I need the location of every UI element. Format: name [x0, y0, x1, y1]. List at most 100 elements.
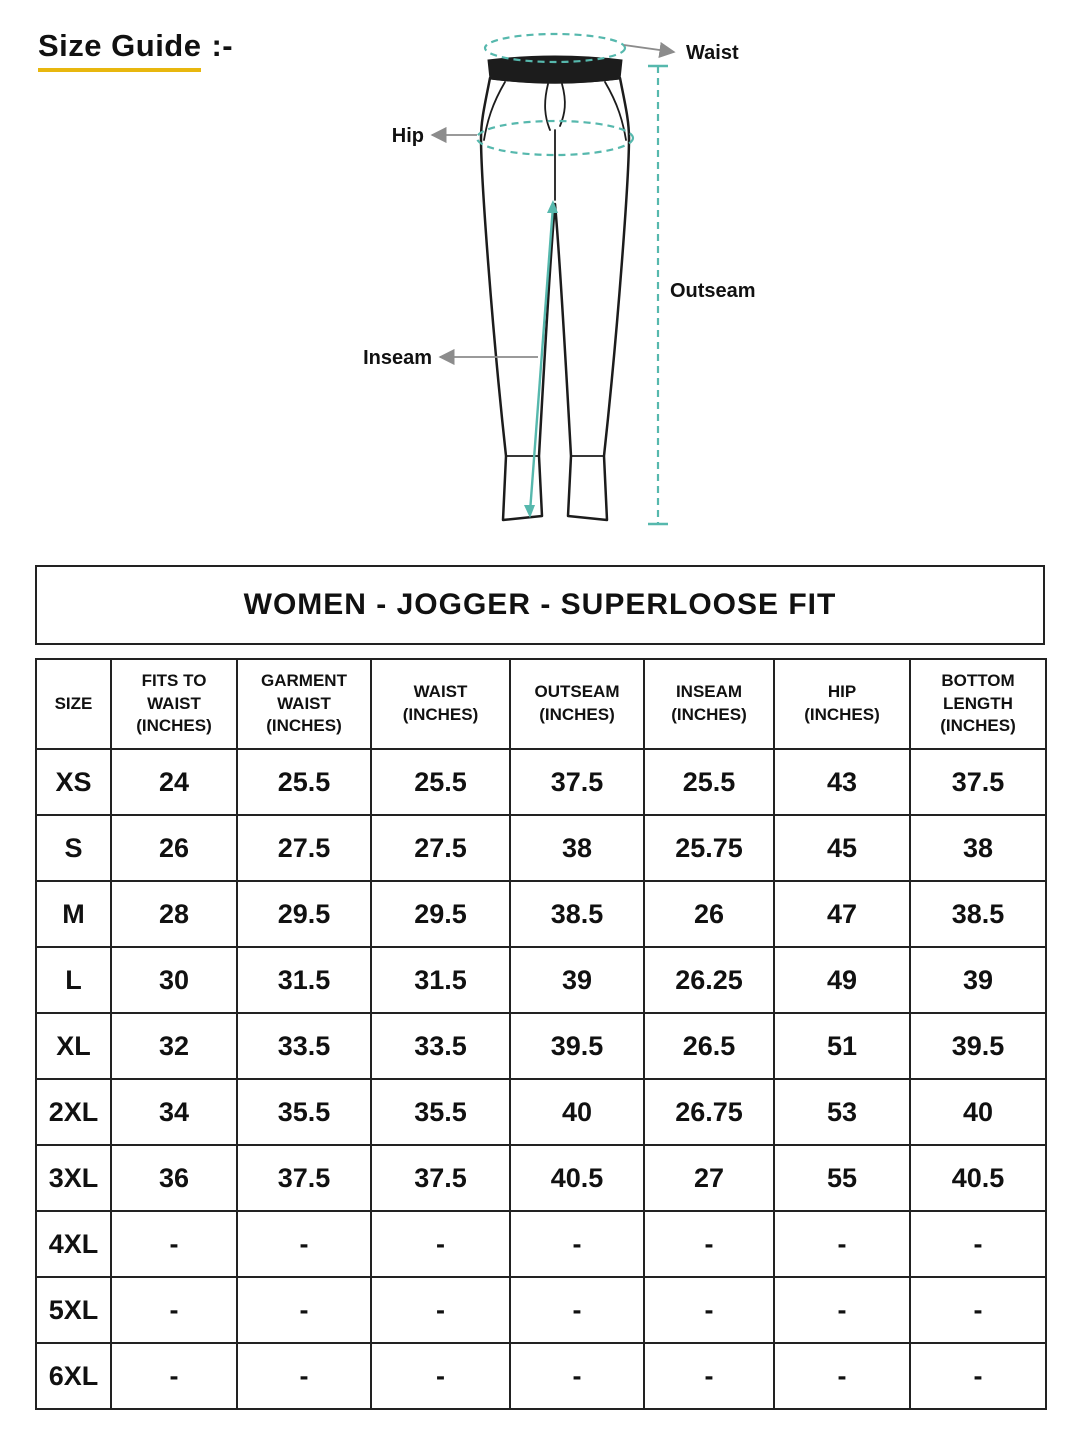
- inseam-top-arrowhead: [547, 200, 558, 213]
- size-cell: S: [35, 814, 112, 882]
- size-cell: 2XL: [35, 1078, 112, 1146]
- size-cell: 5XL: [35, 1276, 112, 1344]
- table-row: L 30 31.5 31.5 39 26.25 49 39: [35, 946, 1047, 1014]
- value-cell: 30: [110, 946, 238, 1014]
- table-row: M 28 29.5 29.5 38.5 26 47 38.5: [35, 880, 1047, 948]
- column-header-5: INSEAM (INCHES): [643, 658, 775, 750]
- value-cell: 38.5: [909, 880, 1047, 948]
- value-cell: 25.5: [643, 748, 775, 816]
- value-cell: 33.5: [370, 1012, 511, 1080]
- value-cell: -: [370, 1276, 511, 1344]
- column-header-4: OUTSEAM (INCHES): [509, 658, 645, 750]
- value-cell: 39: [509, 946, 645, 1014]
- value-cell: 27: [643, 1144, 775, 1212]
- value-cell: 25.75: [643, 814, 775, 882]
- value-cell: 29.5: [236, 880, 372, 948]
- value-cell: 26.75: [643, 1078, 775, 1146]
- size-chart-title-box: WOMEN - JOGGER - SUPERLOOSE FIT: [35, 565, 1045, 645]
- value-cell: -: [509, 1276, 645, 1344]
- value-cell: 45: [773, 814, 911, 882]
- value-cell: 40: [909, 1078, 1047, 1146]
- size-cell: L: [35, 946, 112, 1014]
- size-cell: XL: [35, 1012, 112, 1080]
- value-cell: 39.5: [509, 1012, 645, 1080]
- value-cell: 38: [909, 814, 1047, 882]
- size-cell: XS: [35, 748, 112, 816]
- table-row: 5XL - - - - - - -: [35, 1276, 1047, 1344]
- inseam-measure-line: [528, 205, 555, 513]
- value-cell: -: [110, 1276, 238, 1344]
- size-cell: 6XL: [35, 1342, 112, 1410]
- value-cell: 28: [110, 880, 238, 948]
- table-row: XL 32 33.5 33.5 39.5 26.5 51 39.5: [35, 1012, 1047, 1080]
- value-cell: 37.5: [909, 748, 1047, 816]
- jogger-outline: [479, 76, 631, 522]
- value-cell: 33.5: [236, 1012, 372, 1080]
- size-cell: M: [35, 880, 112, 948]
- column-header-0: SIZE: [35, 658, 112, 750]
- value-cell: 36: [110, 1144, 238, 1212]
- value-cell: 26.5: [643, 1012, 775, 1080]
- value-cell: -: [236, 1342, 372, 1410]
- value-cell: 40.5: [509, 1144, 645, 1212]
- waist-label: Waist: [686, 42, 739, 64]
- value-cell: 40.5: [909, 1144, 1047, 1212]
- value-cell: 31.5: [370, 946, 511, 1014]
- value-cell: 34: [110, 1078, 238, 1146]
- column-header-7: BOTTOM LENGTH (INCHES): [909, 658, 1047, 750]
- value-cell: -: [643, 1210, 775, 1278]
- value-cell: 37.5: [370, 1144, 511, 1212]
- value-cell: 55: [773, 1144, 911, 1212]
- jogger-measurement-diagram: Waist Hip Outseam Inseam: [340, 8, 800, 558]
- value-cell: -: [370, 1342, 511, 1410]
- value-cell: -: [110, 1210, 238, 1278]
- value-cell: 25.5: [236, 748, 372, 816]
- value-cell: -: [509, 1342, 645, 1410]
- outseam-label: Outseam: [670, 280, 756, 302]
- value-cell: -: [773, 1276, 911, 1344]
- value-cell: 49: [773, 946, 911, 1014]
- column-header-6: HIP (INCHES): [773, 658, 911, 750]
- value-cell: 39.5: [909, 1012, 1047, 1080]
- value-cell: -: [773, 1210, 911, 1278]
- value-cell: 38: [509, 814, 645, 882]
- table-row: 6XL - - - - - - -: [35, 1342, 1047, 1410]
- value-cell: 26: [110, 814, 238, 882]
- size-chart-section: WOMEN - JOGGER - SUPERLOOSE FIT SIZE FITS…: [35, 565, 1047, 1410]
- value-cell: -: [643, 1342, 775, 1410]
- value-cell: 37.5: [509, 748, 645, 816]
- size-chart-table: SIZE FITS TO WAIST (INCHES) GARMENT WAIST …: [35, 658, 1047, 1410]
- jogger-diagram-svg: Waist Hip Outseam Inseam: [363, 32, 756, 526]
- value-cell: 24: [110, 748, 238, 816]
- value-cell: -: [236, 1210, 372, 1278]
- inseam-bottom-arrowhead: [524, 505, 535, 518]
- page-title-text: Size Guide: [38, 28, 202, 72]
- column-header-2: GARMENT WAIST (INCHES): [236, 658, 372, 750]
- hip-measure-ellipse: [475, 119, 635, 157]
- table-row: 2XL 34 35.5 35.5 40 26.75 53 40: [35, 1078, 1047, 1146]
- value-cell: 47: [773, 880, 911, 948]
- value-cell: -: [236, 1276, 372, 1344]
- value-cell: 27.5: [236, 814, 372, 882]
- value-cell: 53: [773, 1078, 911, 1146]
- value-cell: -: [909, 1276, 1047, 1344]
- value-cell: 27.5: [370, 814, 511, 882]
- value-cell: 51: [773, 1012, 911, 1080]
- value-cell: 38.5: [509, 880, 645, 948]
- table-row: 4XL - - - - - - -: [35, 1210, 1047, 1278]
- value-cell: -: [509, 1210, 645, 1278]
- size-table-head-row: SIZE FITS TO WAIST (INCHES) GARMENT WAIST …: [35, 658, 1047, 750]
- value-cell: 43: [773, 748, 911, 816]
- value-cell: 29.5: [370, 880, 511, 948]
- size-chart-title: WOMEN - JOGGER - SUPERLOOSE FIT: [243, 588, 837, 621]
- value-cell: 31.5: [236, 946, 372, 1014]
- waist-measure-ellipse: [483, 32, 627, 64]
- table-row: S 26 27.5 27.5 38 25.75 45 38: [35, 814, 1047, 882]
- value-cell: -: [909, 1342, 1047, 1410]
- hip-label: Hip: [392, 125, 424, 147]
- value-cell: -: [909, 1210, 1047, 1278]
- left-pocket-line: [483, 81, 506, 141]
- page-title-suffix: :-: [211, 28, 234, 63]
- value-cell: 32: [110, 1012, 238, 1080]
- value-cell: 25.5: [370, 748, 511, 816]
